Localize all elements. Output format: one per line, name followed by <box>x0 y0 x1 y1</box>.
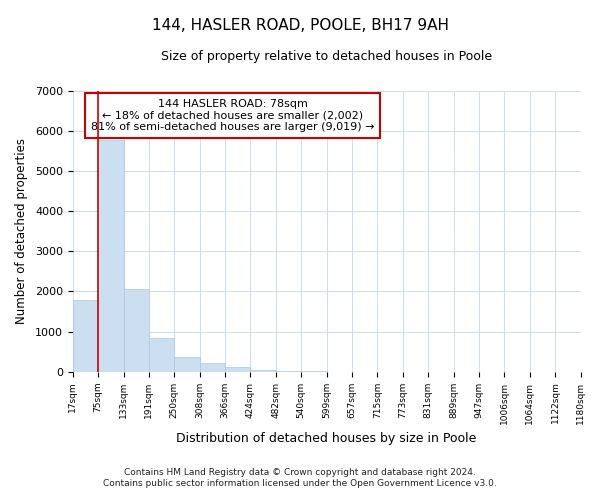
Y-axis label: Number of detached properties: Number of detached properties <box>15 138 28 324</box>
Title: Size of property relative to detached houses in Poole: Size of property relative to detached ho… <box>161 50 492 63</box>
Bar <box>98 140 124 372</box>
Text: Contains HM Land Registry data © Crown copyright and database right 2024.
Contai: Contains HM Land Registry data © Crown c… <box>103 468 497 487</box>
Text: 144, HASLER ROAD, POOLE, BH17 9AH: 144, HASLER ROAD, POOLE, BH17 9AH <box>151 18 449 32</box>
Bar <box>73 300 98 372</box>
Bar <box>200 362 225 372</box>
X-axis label: Distribution of detached houses by size in Poole: Distribution of detached houses by size … <box>176 432 477 445</box>
Bar <box>250 370 276 372</box>
Bar <box>225 368 250 372</box>
Bar <box>124 290 149 372</box>
Bar <box>276 370 301 372</box>
Bar <box>149 338 175 372</box>
Bar <box>301 371 326 372</box>
Bar <box>175 357 200 372</box>
Text: 144 HASLER ROAD: 78sqm
← 18% of detached houses are smaller (2,002)
81% of semi-: 144 HASLER ROAD: 78sqm ← 18% of detached… <box>91 99 374 132</box>
